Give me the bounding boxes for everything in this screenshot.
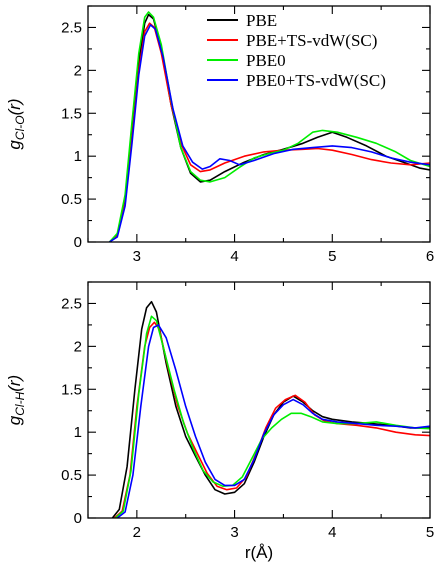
x-tick-label: 4 xyxy=(328,524,336,541)
y-tick-label: 2.5 xyxy=(61,295,82,312)
y-tick-label: 0.5 xyxy=(61,467,82,484)
legend-label: PBE0+TS-vdW(SC) xyxy=(246,71,386,90)
y-tick-label: 1.5 xyxy=(61,105,82,122)
y-tick-label: 0 xyxy=(74,510,82,527)
y-tick-label: 1 xyxy=(74,424,82,441)
legend-label: PBE xyxy=(246,11,277,30)
y-tick-label: 2.5 xyxy=(61,19,82,36)
series-line-pbe0-ts-vdw-sc- xyxy=(108,24,430,242)
y-axis-label: gCl-H(r) xyxy=(5,375,27,425)
y-tick-label: 0 xyxy=(74,234,82,251)
x-tick-label: 6 xyxy=(426,248,434,265)
y-axis-label: gCl-O(r) xyxy=(5,98,27,149)
y-tick-label: 2 xyxy=(74,62,82,79)
x-tick-label: 3 xyxy=(133,248,141,265)
series-line-pbe xyxy=(111,300,430,518)
y-tick-label: 1.5 xyxy=(61,381,82,398)
chart-panel-cl-h: 2 3 4 5 0 0.5 1 1.5 2 2.5 gCl-H(r) r(Å) xyxy=(5,281,434,562)
x-tick-label: 5 xyxy=(328,248,336,265)
chart-panel-cl-o: 3 4 5 6 0 0.5 1 1.5 2 2.5 gCl-O(r) PBEPBE+TS-vdW(SC… xyxy=(5,5,434,265)
legend-label: PBE+TS-vdW(SC) xyxy=(246,31,377,50)
series-line-pbe xyxy=(108,13,430,242)
y-tick-label: 2 xyxy=(74,338,82,355)
y-tick-label: 0.5 xyxy=(61,191,82,208)
x-tick-label: 4 xyxy=(230,248,238,265)
x-tick-label: 5 xyxy=(426,524,434,541)
y-tick-label: 1 xyxy=(74,148,82,165)
plot-frame xyxy=(87,281,431,519)
plot-frame xyxy=(87,5,431,243)
legend-label: PBE0 xyxy=(246,51,286,70)
series-line-pbe0 xyxy=(108,11,430,242)
x-axis-label: r(Å) xyxy=(245,543,273,562)
x-tick-label: 3 xyxy=(230,524,238,541)
series-line-pbe0 xyxy=(114,315,430,518)
series-line-pbe0-ts-vdw-sc- xyxy=(116,324,430,518)
x-tick-label: 2 xyxy=(133,524,141,541)
